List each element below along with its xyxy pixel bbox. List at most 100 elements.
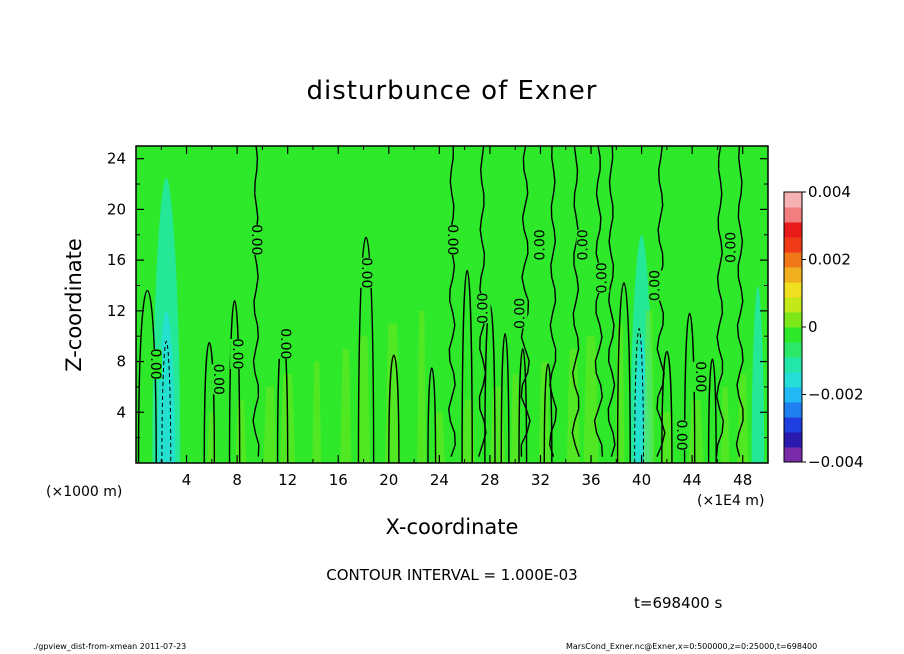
contour-label-bg [724,232,739,263]
contour-label: 0.00 [594,262,610,293]
field-streak [643,310,655,463]
contour-interval: CONTOUR INTERVAL = 1.000E-03 [326,566,578,584]
colorbar-swatch [784,192,802,208]
contour-label: 0.00 [358,257,374,288]
contour-layer: 0.00 0.000.000.00 0.000.00 0.000.00 0.000.00… [137,146,744,463]
colorbar-swatch [784,447,802,463]
field-streak [417,310,427,463]
x-tick-label: 32 [531,471,550,489]
contour-loop [203,341,216,463]
contour-label: 0.00 [673,420,689,451]
contour-label-bg [249,224,264,255]
contour-label: 0.00 [723,232,739,263]
field-streak [720,386,730,463]
contour-line [656,146,666,457]
x-tick-label: 36 [581,471,600,489]
contour-label-bg [648,270,663,301]
contour-line [607,146,616,457]
contour-label: 0.00 [248,224,264,255]
contour-label: 0.00 [648,270,664,301]
contour-loop [661,350,673,463]
contour-label-bg [211,364,226,395]
colorbar-swatch [784,252,802,268]
colorbar-label: −0.004 [808,453,864,471]
contour-label-bg [230,338,245,369]
contour-line [252,146,260,457]
contour-line [571,146,580,457]
x-tick-label: 20 [379,471,398,489]
contour-label: 0.00 [444,224,460,255]
field-streak [235,399,247,463]
contour-label-bg [673,420,688,451]
x-tick-label: 28 [480,471,499,489]
footer-right: MarsCond_Exner.nc@Exner,x=0:500000,z=0:2… [566,642,818,651]
x-tick-label: 48 [733,471,752,489]
y-tick-label: 16 [107,251,126,269]
colorbar-swatch [784,342,802,358]
contour-label-bg [576,229,591,260]
field-streak [433,412,445,463]
y-tick-label: 12 [107,302,126,320]
time-label: t=698400 s [634,594,723,612]
y-tick-label: 8 [116,353,126,371]
field-streak [357,336,370,463]
contour-label: 0.00 [532,229,548,260]
contour-label-bg [533,229,548,260]
colorbar-swatch [784,207,802,223]
contour-label-bg [513,298,528,329]
footer-left: ./gpview_dist-from-xmean 2011-07-23 [33,642,187,651]
contour-loop [616,282,631,463]
colorbar-swatch [784,372,802,388]
x-tick-label: 44 [683,471,702,489]
field-streak [263,386,277,463]
field-streak [583,336,599,463]
plot-frame [135,145,769,464]
colorbar-swatch [784,402,802,418]
x-axis-label: X-coordinate [385,515,519,539]
contour-line [715,146,725,457]
y-tick-label: 4 [116,403,126,421]
contour-label: 0.00 [229,338,245,369]
contour-loop [518,348,528,463]
colorbar-label: 0.004 [808,183,851,201]
contour-label-bg [476,293,491,324]
contour-negative [634,328,644,463]
field-streak [340,348,352,463]
field-streak [660,412,674,463]
contour-negative [161,340,172,463]
colorbar-swatch [784,267,802,283]
x-tick-label: 24 [430,471,449,489]
contour-label: 0.00 [147,349,163,380]
colorbar-label: −0.002 [808,386,864,404]
field-streak [312,361,322,463]
contour-label-bg [359,257,374,288]
contour-label-bg [692,361,707,392]
contour-label: 0.00 [575,229,591,260]
colorbar-swatch [784,297,802,313]
colorbar-swatch [784,222,802,238]
contour-loop [543,363,553,463]
x-tick-label: 16 [329,471,348,489]
y-tick-label: 24 [107,150,126,168]
field-plume [634,336,650,463]
colorbar-swatch [784,312,802,328]
colorbar-swatch [784,237,802,253]
contour-loop [427,367,437,463]
colorbar-swatch [784,417,802,433]
contour-loop [500,332,510,463]
contour-label: 0.00 [210,364,226,395]
field-plume [751,285,765,463]
contour-loop [707,358,717,463]
contour-label-bg [147,349,162,380]
contour-line [593,146,604,457]
x-unit-left: (×1000 m) [46,484,123,500]
colorbar-swatch [784,432,802,448]
contour-label: 0.00 [476,293,492,324]
x-tick-label: 4 [182,471,192,489]
contour-line [520,146,531,457]
colorbar-swatch [784,282,802,298]
contour-line [447,146,456,457]
contour-label-bg [278,328,293,359]
x-tick-label: 40 [632,471,651,489]
